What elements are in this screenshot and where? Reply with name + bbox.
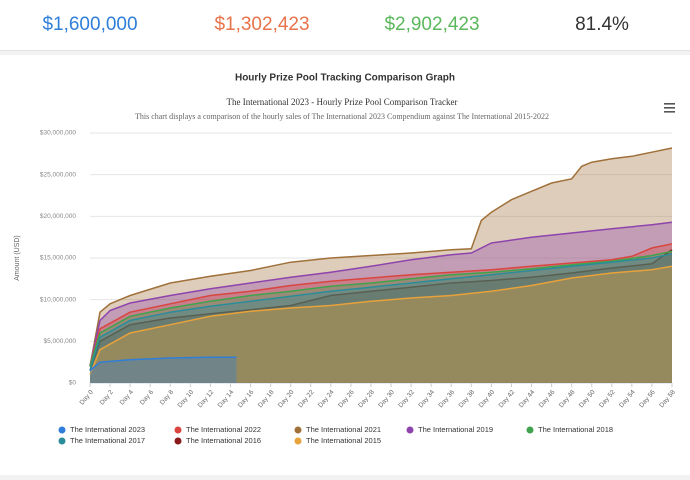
series-line: [89, 253, 673, 371]
legend-swatch: [58, 426, 66, 434]
series-line: [89, 243, 673, 367]
x-tick-label: Day 10: [177, 389, 196, 410]
series-line: [89, 147, 673, 367]
area-fill: [90, 251, 672, 383]
legend-label: The International 2015: [306, 436, 381, 445]
legend-swatch: [174, 426, 182, 434]
y-tick-label: $20,000,000: [40, 213, 77, 220]
x-tick-label: Day 38: [458, 389, 477, 410]
y-tick-label: $0: [69, 380, 77, 387]
x-tick-label: Day 48: [558, 389, 577, 410]
stat-value: $1,600,000: [42, 14, 138, 35]
x-tick-label: Day 22: [297, 389, 316, 410]
legend-swatch: [406, 426, 414, 434]
legend-swatch: [58, 437, 66, 445]
menu-icon[interactable]: [664, 103, 675, 113]
stats-header: $1,600,000 $1,302,423 $2,902,423 81.4%: [0, 0, 690, 51]
menu-bar[interactable]: [664, 111, 675, 113]
legend-swatch: [294, 426, 302, 434]
legend-item[interactable]: The International 2017: [58, 436, 146, 445]
x-tick-label: Day 54: [618, 389, 637, 410]
chart-title: The International 2023 - Hourly Prize Po…: [227, 97, 458, 107]
legend-swatch: [174, 437, 182, 445]
x-tick-label: Day 6: [139, 389, 156, 407]
x-tick-label: Day 36: [437, 389, 456, 410]
stat-value: 81.4%: [575, 14, 629, 35]
area-fill: [90, 357, 237, 383]
legend-item[interactable]: The International 2022: [174, 425, 262, 434]
x-tick-label: Day 28: [357, 389, 376, 410]
series-line: [89, 265, 673, 375]
legend-label: The International 2021: [306, 425, 381, 434]
legend-label: The International 2023: [70, 425, 145, 434]
chart-panel: Hourly Prize Pool Tracking Comparison Gr…: [0, 55, 690, 475]
legend-label: The International 2022: [186, 425, 261, 434]
panel-title: Hourly Prize Pool Tracking Comparison Gr…: [235, 73, 455, 84]
legend-item[interactable]: The International 2018: [526, 425, 614, 434]
stat-value: $2,902,423: [384, 14, 480, 35]
series-line: [89, 221, 673, 367]
x-tick-label: Day 40: [478, 389, 497, 410]
x-tick-label: Day 8: [159, 389, 176, 407]
area-fill: [90, 266, 672, 383]
legend-swatch: [526, 426, 534, 434]
x-tick-label: Day 58: [658, 389, 677, 410]
legend-swatch: [294, 437, 302, 445]
series-line: [89, 250, 673, 367]
series-line: [89, 249, 673, 371]
x-tick-label: Day 0: [79, 389, 96, 407]
area-fill: [90, 222, 672, 383]
legend-item[interactable]: The International 2021: [294, 425, 382, 434]
chart-subtitle: This chart displays a comparison of the …: [135, 112, 549, 121]
x-tick-label: Day 14: [217, 389, 236, 410]
legend-item[interactable]: The International 2023: [58, 425, 146, 434]
x-tick-label: Day 2: [99, 389, 116, 407]
x-tick-label: Day 56: [638, 389, 657, 410]
legend-item[interactable]: The International 2016: [174, 436, 262, 445]
x-tick-label: Day 18: [257, 389, 276, 410]
legend-item[interactable]: The International 2019: [406, 425, 494, 434]
x-tick-label: Day 20: [277, 389, 296, 410]
x-tick-label: Day 24: [317, 389, 336, 410]
x-tick-label: Day 16: [237, 389, 256, 410]
x-tick-label: Day 32: [397, 389, 416, 410]
chart: Hourly Prize Pool Tracking Comparison Gr…: [14, 73, 677, 445]
x-tick-label: Day 34: [417, 389, 436, 410]
x-tick-label: Day 42: [498, 389, 517, 410]
x-tick-label: Day 26: [337, 389, 356, 410]
menu-bar[interactable]: [664, 103, 675, 105]
x-tick-label: Day 44: [518, 389, 537, 410]
x-tick-label: Day 12: [197, 389, 216, 410]
legend-item[interactable]: The International 2015: [294, 436, 382, 445]
legend-label: The International 2019: [418, 425, 493, 434]
series-line: [89, 356, 237, 372]
x-tick-label: Day 52: [598, 389, 617, 410]
y-tick-label: $25,000,000: [40, 171, 77, 178]
area-fill: [90, 249, 672, 383]
legend-label: The International 2017: [70, 436, 145, 445]
y-tick-label: $5,000,000: [43, 338, 76, 345]
area-fill: [90, 148, 672, 383]
x-tick-label: Day 30: [377, 389, 396, 410]
area-fill: [90, 243, 672, 383]
menu-bar[interactable]: [664, 107, 675, 109]
x-tick-label: Day 50: [578, 389, 597, 410]
x-tick-label: Day 4: [119, 389, 136, 407]
legend-label: The International 2018: [538, 425, 613, 434]
legend-label: The International 2016: [186, 436, 261, 445]
y-tick-label: $15,000,000: [40, 255, 77, 262]
stat-value: $1,302,423: [214, 14, 310, 35]
y-tick-label: $10,000,000: [40, 296, 77, 303]
y-tick-label: $30,000,000: [40, 130, 77, 137]
x-tick-label: Day 46: [538, 389, 557, 410]
y-axis-title: Amount (USD): [14, 235, 21, 281]
